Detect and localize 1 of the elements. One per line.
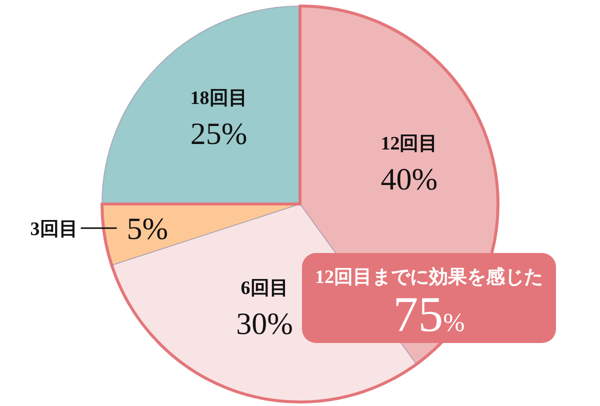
annotation: 12回目までに効果を感じた 75% xyxy=(302,253,556,343)
